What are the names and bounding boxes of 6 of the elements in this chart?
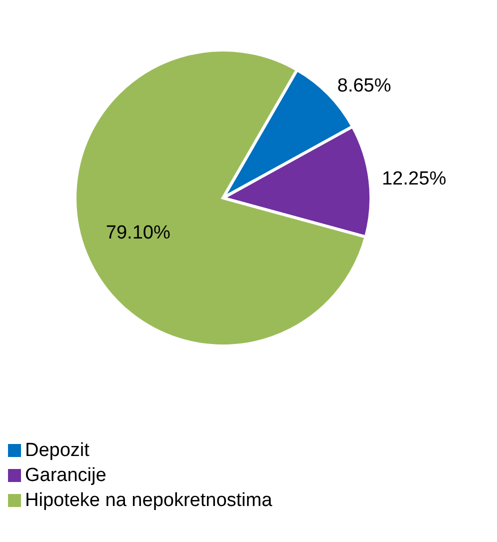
data-label: 79.10% [106, 222, 170, 244]
legend-label: Depozit [25, 440, 90, 462]
legend-label: Garancije [25, 464, 106, 486]
legend-label: Hipoteke na nepokretnostima [25, 490, 272, 512]
data-label: 8.65% [337, 75, 392, 96]
data-label: 12.25% [382, 168, 446, 190]
